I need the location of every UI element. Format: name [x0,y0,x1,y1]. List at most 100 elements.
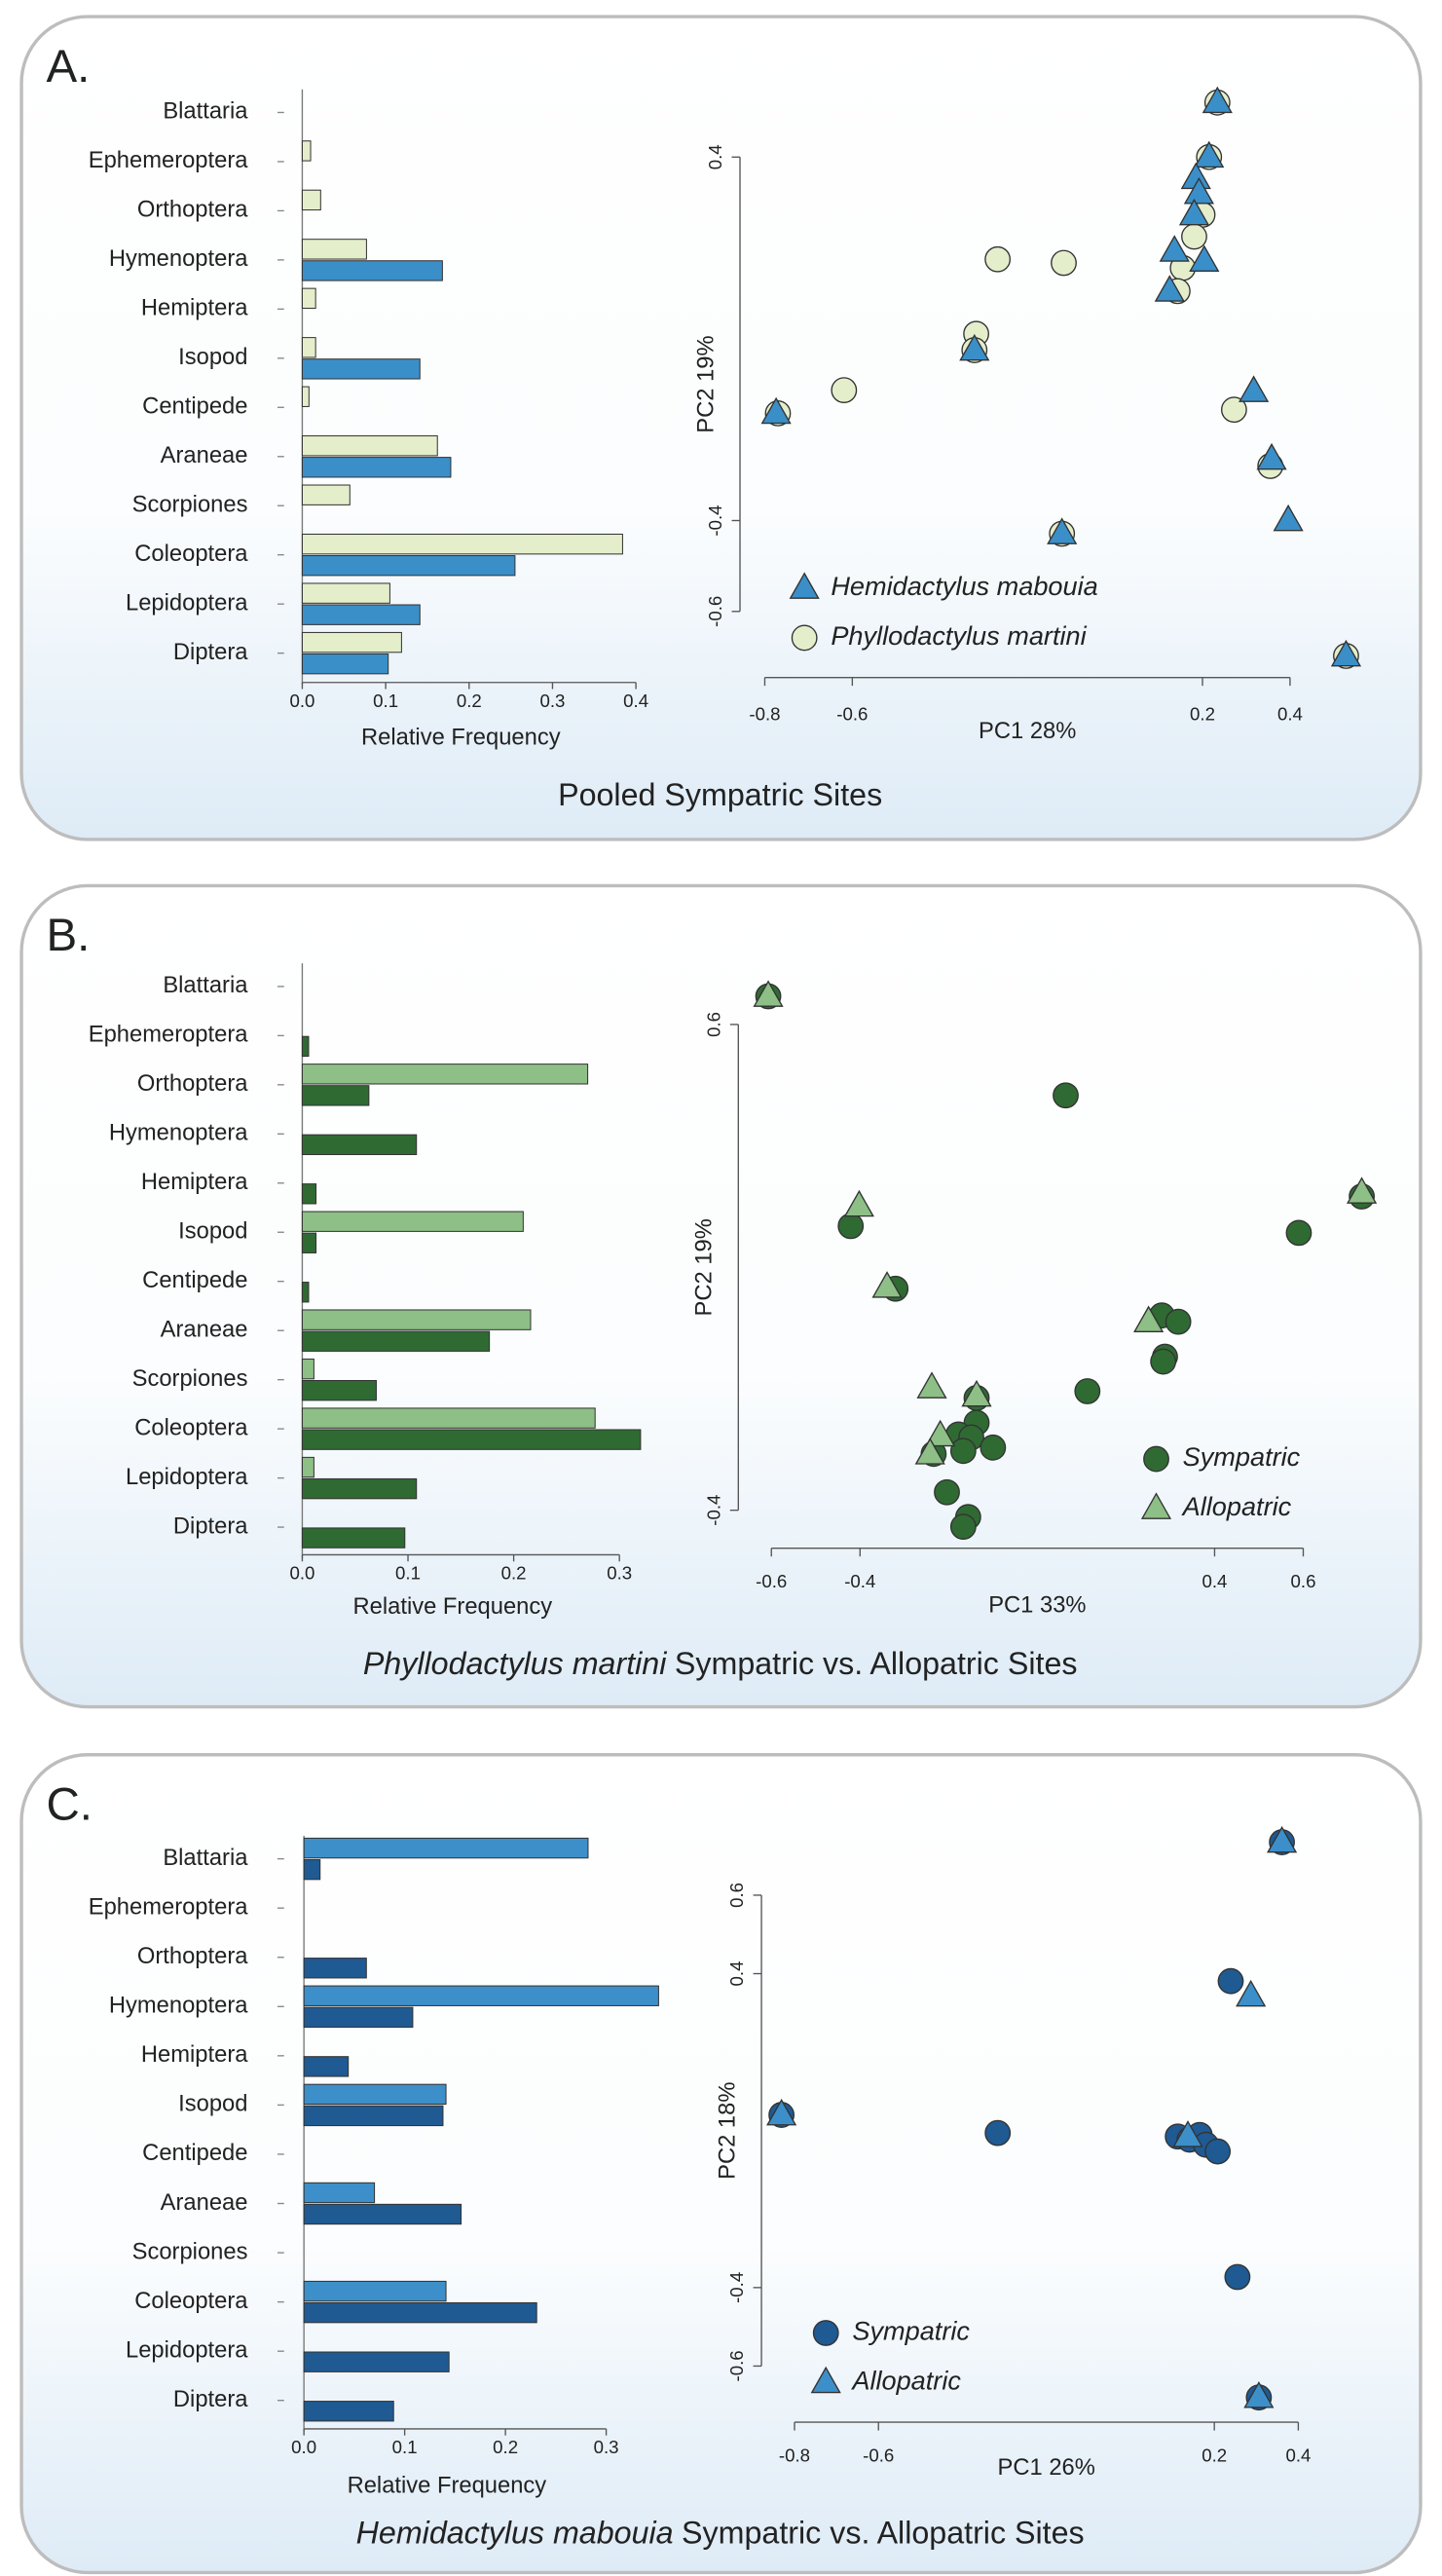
legend-label: Sympatric [852,2316,970,2346]
point [959,333,990,361]
bar [303,2105,444,2127]
point [1256,442,1287,470]
x-tick-label: 0.3 [539,691,565,711]
bar [301,555,516,577]
bar [301,1309,532,1330]
point [871,1271,903,1298]
point [837,1213,865,1240]
x-tick-label: 0.4 [1202,1571,1227,1591]
bar [303,2083,447,2106]
bar [301,260,443,281]
point [753,980,784,1007]
y-axis-title: PC2 18% [714,2082,740,2180]
x-tick-label: -0.6 [756,1571,787,1591]
x-tick-label: 0.1 [392,2437,418,2457]
point [1236,1979,1267,2007]
category-label: Coleoptera [134,2288,248,2314]
point [1224,2263,1251,2291]
caption-part: Pooled Sympatric Sites [558,776,882,811]
x-tick-label: 0.4 [623,691,648,711]
x-tick-label: -0.8 [749,704,780,725]
category-label: Blattaria [163,1845,248,1871]
category-label: Centipede [142,393,247,420]
point [1159,235,1190,262]
category-label: Scorpiones [132,492,248,518]
category-label: Araneae [161,1316,248,1342]
category-label: Coleoptera [134,541,248,567]
category-label: Ephemeroptera [89,1022,249,1048]
x-axis-title: PC1 28% [979,718,1076,744]
bar [301,533,623,555]
point [1053,1082,1079,1109]
category-label: Araneae [161,2189,248,2216]
x-tick-label: 0.1 [395,1563,421,1584]
point [1074,1378,1101,1404]
point [1154,275,1185,302]
point [1330,639,1362,667]
legend-label: Hemidactylus mabouia [831,571,1097,601]
y-axis-title: PC2 19% [691,1218,718,1316]
category-label: Isopod [178,2091,247,2117]
bar [301,484,351,505]
point [1285,1219,1313,1247]
category-label: Orthoptera [137,1070,248,1097]
bar [301,1085,370,1106]
y-tick-label: -0.4 [703,1495,723,1526]
category-label: Diptera [173,1512,248,1539]
category-label: Hemiptera [141,295,248,321]
bar [301,1379,377,1401]
point [1183,176,1215,205]
point [1202,86,1233,114]
point [914,1437,945,1465]
bar [301,1527,406,1549]
bar [303,1858,321,1881]
bar [303,1958,367,1979]
bar [303,2401,394,2422]
category-label: Ephemeroptera [89,147,249,173]
panel-caption: Hemidactylus mabouia Sympatric vs. Allopa… [356,2515,1085,2550]
caption-part: Hemidactylus mabouia [356,2515,674,2550]
x-tick-label: 0.6 [1291,1571,1316,1591]
bar [301,435,438,457]
category-label: Scorpiones [132,1365,248,1392]
x-tick-label: 0.0 [291,2437,316,2457]
legend-symbol [812,2320,839,2346]
bar [301,1211,524,1232]
y-axis-title: PC2 19% [692,335,719,432]
category-label: Blattaria [163,98,248,125]
bar [301,386,310,407]
x-tick-label: 0.2 [493,2437,518,2457]
legend-symbol [791,624,818,652]
point [1243,2381,1275,2408]
x-tick-label: 0.2 [501,1563,527,1584]
category-label: Diptera [173,639,248,665]
x-tick-label: 0.2 [457,691,482,711]
bar [303,2351,450,2372]
point [1047,517,1078,544]
x-tick-label: -0.4 [844,1571,875,1591]
point [1181,223,1207,250]
bar [301,1477,418,1500]
bar [303,2280,447,2302]
category-label: Scorpiones [132,2238,248,2264]
x-axis-title: Relative Frequency [361,725,561,751]
point [1189,244,1220,272]
bar [303,1837,589,1859]
point [916,1371,947,1399]
bar [303,1985,659,2006]
bar [303,2203,462,2225]
legend-label: Phyllodactylus martini [831,620,1087,651]
category-label: Blattaria [163,972,248,998]
bar [303,2182,376,2204]
point [843,1189,874,1217]
point [760,396,792,425]
bar [301,457,452,478]
x-axis-title: Relative Frequency [353,1593,553,1620]
bar [301,653,389,675]
point [1051,249,1077,277]
y-tick-label: 0.4 [726,1961,747,1987]
y-tick-label: 0.6 [703,1012,723,1037]
bar [301,1282,310,1303]
panel-label: C. [47,1779,93,1831]
